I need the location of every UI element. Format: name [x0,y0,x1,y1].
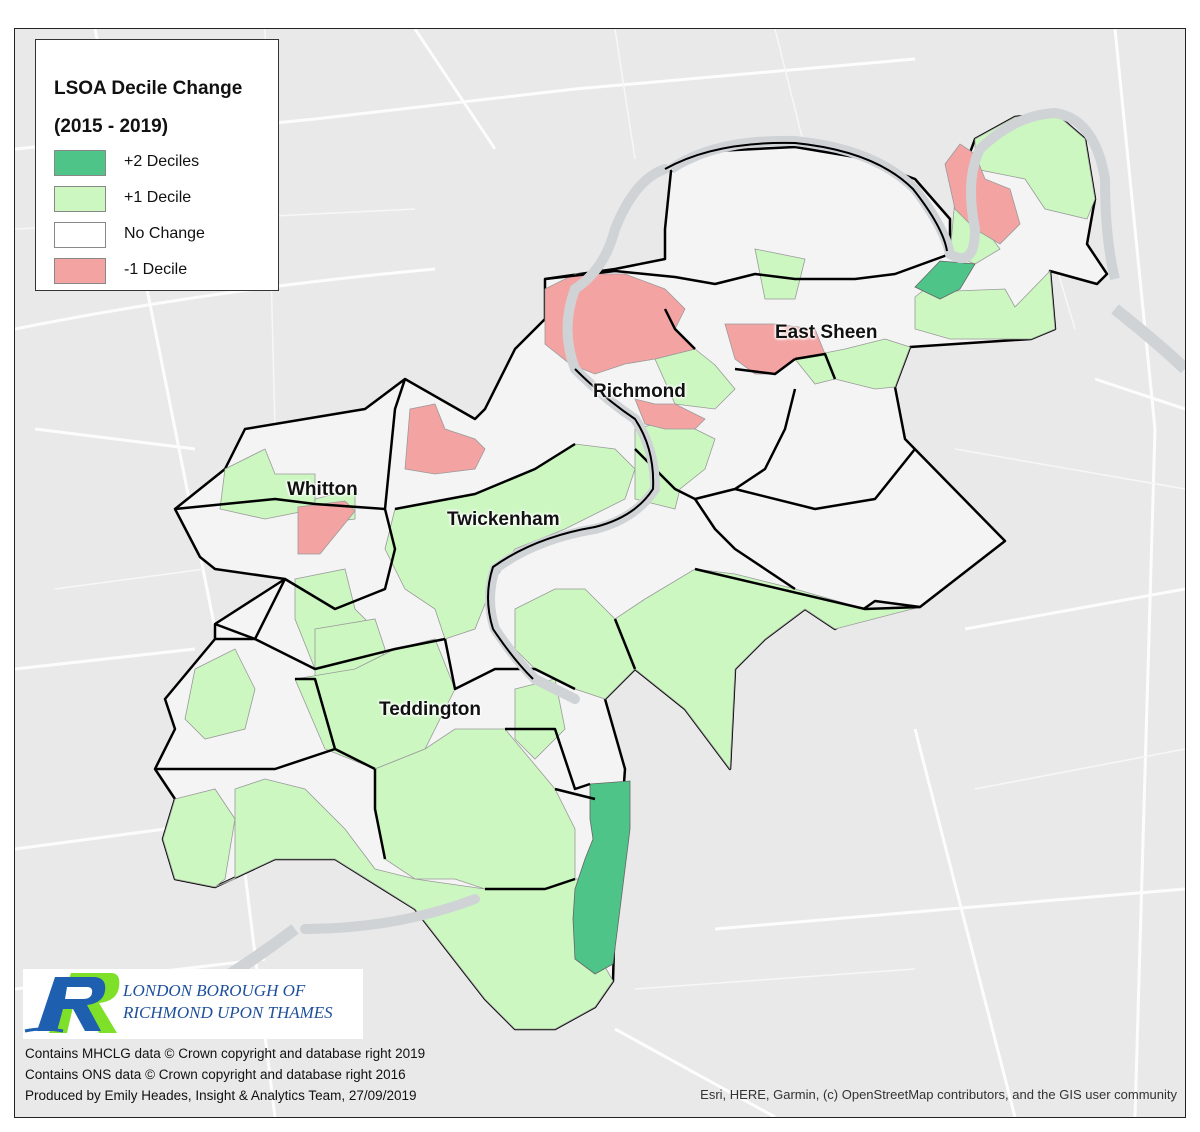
map-canvas[interactable] [15,29,1185,1117]
areas-plus2-deciles[interactable] [572,260,976,975]
map-frame: LSOA Decile Change (2015 - 2019) +2 Deci… [14,28,1186,1118]
place-label-twickenham: Twickenham [447,509,560,530]
logo-line2: RICHMOND UPON THAMES [123,1003,333,1022]
place-label-richmond: Richmond [593,381,686,402]
legend-panel: LSOA Decile Change (2015 - 2019) +2 Deci… [35,39,279,291]
legend-subtitle: (2015 - 2019) [54,116,169,137]
legend-label-plus2: +2 Deciles [124,153,200,170]
credit-line2: Contains ONS data © Crown copyright and … [25,1067,406,1082]
credit-line3: Produced by Emily Heades, Insight & Anal… [25,1088,417,1103]
legend-swatch-minus1 [54,258,106,284]
place-label-east-sheen: East Sheen [775,322,878,343]
legend-label-no-change: No Change [124,225,205,242]
credit-line1: Contains MHCLG data © Crown copyright an… [25,1046,426,1061]
legend-label-plus1: +1 Decile [124,189,192,206]
council-logo: LONDON BOROUGH OF RICHMOND UPON THAMES [23,969,363,1039]
river-thames [300,164,670,934]
logo-line1: LONDON BOROUGH OF [123,981,306,1000]
place-label-whitton: Whitton [287,479,358,500]
legend-title: LSOA Decile Change [54,78,243,99]
areas-minus1-decile[interactable] [297,143,1021,555]
river-thames-edge [487,141,948,680]
river-thames-north [668,107,1120,281]
place-label-teddington: Teddington [379,699,482,720]
basemap-attribution: Esri, HERE, Garmin, (c) OpenStreetMap co… [700,1087,1177,1102]
legend-swatch-plus1 [54,186,106,212]
richmond-r-logo-icon [24,973,120,1033]
ward-boundaries [155,252,951,891]
legend-label-minus1: -1 Decile [124,261,188,278]
legend-swatch-no-change [54,222,106,248]
legend-swatch-plus2 [54,150,106,176]
